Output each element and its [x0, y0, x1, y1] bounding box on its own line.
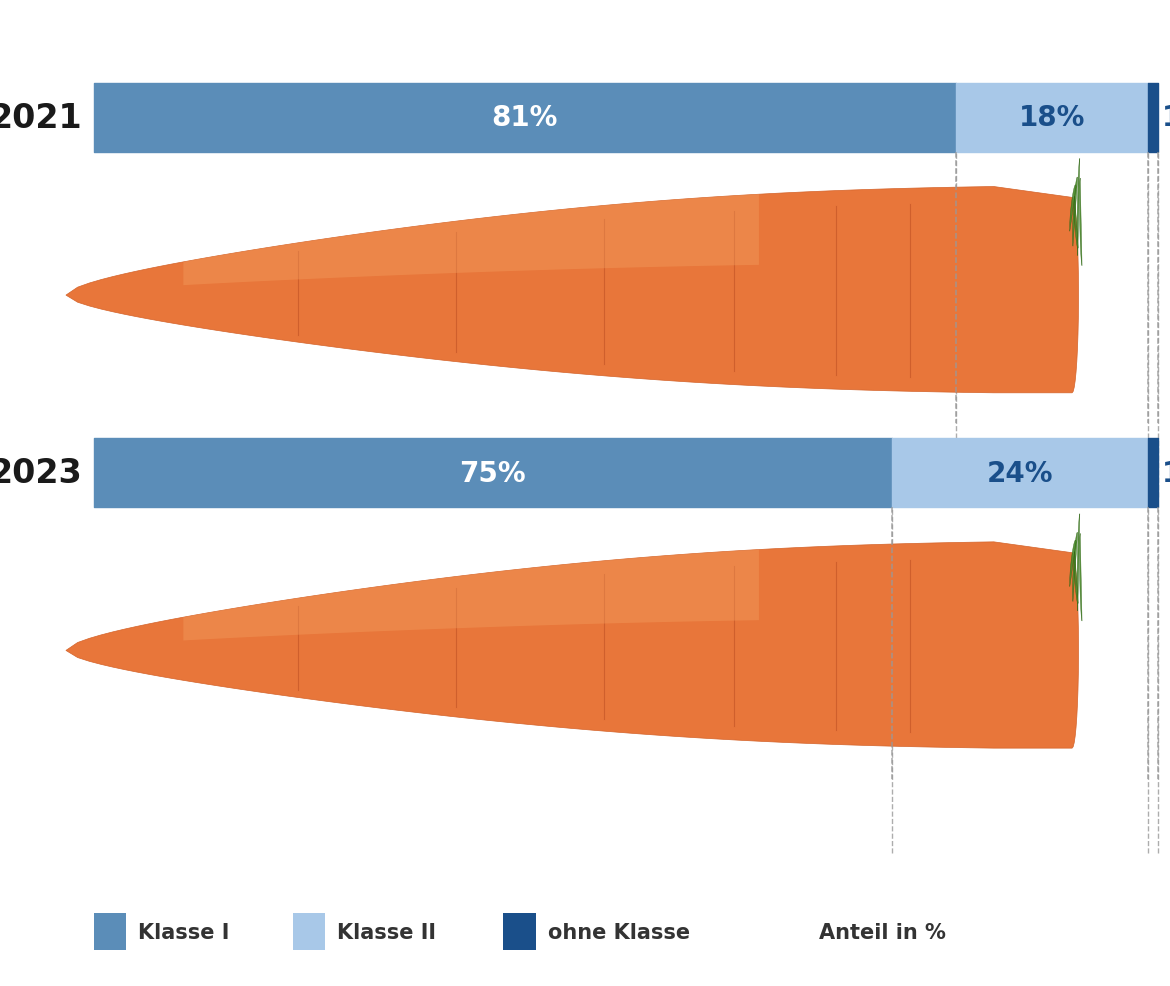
Text: 81%: 81% — [491, 105, 558, 132]
Polygon shape — [1078, 160, 1080, 256]
Polygon shape — [1069, 185, 1076, 232]
Text: 1%: 1% — [1162, 105, 1170, 132]
Polygon shape — [1069, 540, 1076, 587]
Text: 24%: 24% — [986, 459, 1053, 487]
Text: 1%: 1% — [1162, 459, 1170, 487]
Text: 2021: 2021 — [0, 102, 82, 135]
Polygon shape — [1078, 515, 1080, 611]
Polygon shape — [1073, 532, 1078, 601]
Text: Klasse I: Klasse I — [138, 922, 229, 942]
Polygon shape — [184, 550, 759, 641]
Polygon shape — [1073, 177, 1078, 246]
Polygon shape — [1074, 552, 1079, 604]
Text: 18%: 18% — [1019, 105, 1085, 132]
Polygon shape — [1074, 197, 1079, 249]
Text: 2023: 2023 — [0, 457, 82, 490]
Polygon shape — [1080, 178, 1082, 266]
Polygon shape — [66, 542, 1079, 748]
FancyBboxPatch shape — [94, 913, 126, 951]
Text: 75%: 75% — [460, 459, 526, 487]
Polygon shape — [184, 195, 759, 286]
Polygon shape — [66, 187, 1079, 393]
Text: Anteil in %: Anteil in % — [819, 922, 945, 942]
Polygon shape — [1080, 533, 1082, 621]
Text: ohne Klasse: ohne Klasse — [548, 922, 689, 942]
Text: Klasse II: Klasse II — [337, 922, 436, 942]
FancyBboxPatch shape — [292, 913, 325, 951]
FancyBboxPatch shape — [503, 913, 536, 951]
